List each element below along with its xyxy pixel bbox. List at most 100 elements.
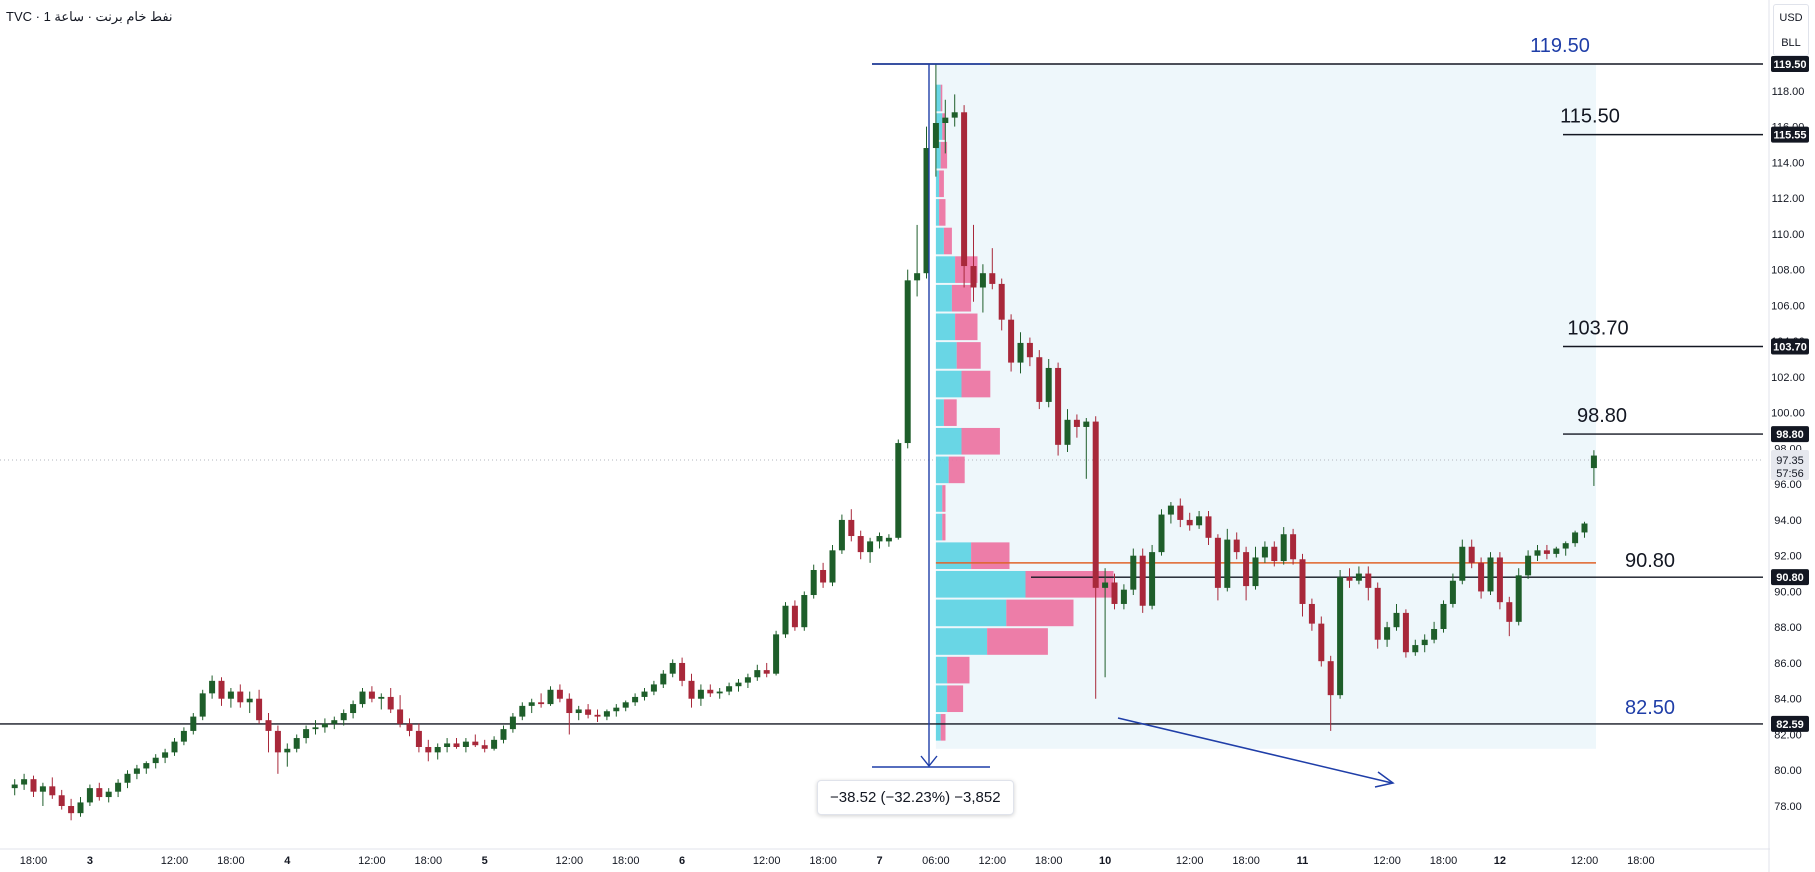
currency-selector[interactable]: USD BLL — [1773, 4, 1809, 56]
candle-body — [848, 519, 855, 537]
candle — [1506, 596, 1513, 637]
candle — [152, 754, 159, 769]
x-tick-label: 18:00 — [1430, 855, 1458, 867]
candle — [585, 704, 592, 719]
candle-body — [1581, 523, 1588, 533]
volume-profile-up-bar — [935, 542, 972, 569]
y-tick-label: 112.00 — [1772, 193, 1805, 205]
candle-body — [1111, 582, 1118, 604]
candle — [350, 700, 357, 719]
candle — [1327, 655, 1334, 731]
volume-profile-up-bar — [935, 313, 956, 341]
y-tick-label: 108.00 — [1771, 265, 1805, 277]
candle — [209, 675, 216, 699]
candle — [1337, 569, 1344, 699]
candle — [650, 680, 657, 696]
candle — [1346, 568, 1353, 588]
y-tick-label: 100.00 — [1771, 408, 1805, 420]
candle-body — [1365, 573, 1372, 588]
candle-body — [1243, 552, 1250, 587]
candle — [1543, 544, 1550, 560]
candle-body — [904, 280, 911, 444]
x-tick-label: 7 — [876, 855, 882, 867]
candle-body — [1026, 342, 1033, 358]
candle-body — [397, 709, 404, 724]
candle — [566, 693, 573, 735]
last-price-tag — [1771, 450, 1809, 481]
candle-body — [1205, 516, 1212, 538]
x-tick-label: 18:00 — [612, 855, 640, 867]
candle — [885, 534, 892, 547]
y-tick-label: 84.00 — [1774, 694, 1802, 706]
level-label: 90.80 — [1625, 550, 1675, 572]
candle — [876, 532, 883, 549]
candle — [669, 659, 676, 678]
candle — [547, 686, 554, 706]
volume-profile-down-bar — [940, 141, 948, 169]
candle — [39, 782, 46, 806]
candle — [829, 544, 836, 587]
volume-profile-up-bar — [935, 342, 957, 369]
volume-profile-down-bar — [947, 685, 964, 713]
candle-body — [1525, 555, 1532, 576]
x-tick-label: 12:00 — [753, 855, 781, 867]
candle — [914, 224, 921, 297]
candle-body — [754, 670, 761, 678]
candle-body — [1092, 421, 1099, 588]
candle-body — [162, 752, 169, 758]
candle — [1214, 534, 1221, 601]
volume-profile-down-bar — [955, 313, 978, 341]
candle-body — [914, 273, 921, 281]
measure-arrowhead — [920, 755, 938, 768]
horizontal-levels: 119.50 115.50 103.70 98.80 90.80 82.50 — [0, 35, 1763, 725]
candle-body — [989, 273, 996, 284]
y-tick-label: 106.00 — [1771, 300, 1805, 312]
candle — [218, 677, 225, 706]
candle — [58, 789, 65, 810]
candle-body — [1186, 519, 1193, 526]
candle — [368, 686, 375, 703]
candle-body — [1506, 602, 1513, 622]
candle-body — [1261, 546, 1268, 558]
candle-body — [735, 682, 742, 687]
volume-profile-up-bar — [935, 685, 948, 713]
y-tick-label: 88.00 — [1774, 622, 1802, 634]
candle — [1299, 553, 1306, 617]
volume-profile-down-bar — [956, 342, 981, 369]
volume-profile-down-bar — [942, 513, 946, 541]
candle-body — [462, 741, 469, 747]
x-tick-label: 12:00 — [1176, 855, 1204, 867]
candle — [603, 709, 610, 721]
volume-profile-up-bar — [935, 256, 956, 283]
price-tag — [1771, 715, 1809, 732]
candle — [1073, 414, 1080, 438]
candle — [378, 693, 385, 710]
candle-body — [547, 689, 554, 705]
price-tag — [1771, 126, 1809, 143]
candle — [735, 679, 742, 692]
measure-readout: −38.52 (−32.23%) −3,852 — [817, 780, 1014, 815]
candle-body — [1572, 532, 1579, 544]
volume-profile-up-bar — [935, 485, 943, 512]
candle — [1412, 639, 1419, 656]
candle-body — [284, 748, 291, 753]
candle — [1186, 512, 1193, 531]
candle — [293, 734, 300, 753]
candle-body — [1102, 582, 1109, 588]
candle-body — [538, 702, 545, 705]
volume-profile-up-bar — [935, 427, 962, 455]
candle-body — [378, 696, 385, 699]
candle — [951, 94, 958, 127]
candle — [256, 689, 263, 724]
x-tick-label: 4 — [284, 855, 291, 867]
candle-body — [1120, 589, 1127, 604]
candle — [1233, 532, 1240, 560]
candle-body — [209, 680, 216, 694]
volume-profile-down-bar — [961, 427, 1000, 455]
candle — [397, 695, 404, 728]
candle — [1355, 566, 1362, 585]
candle-body — [528, 702, 535, 706]
candle-body — [1008, 319, 1015, 363]
candle — [660, 670, 667, 688]
